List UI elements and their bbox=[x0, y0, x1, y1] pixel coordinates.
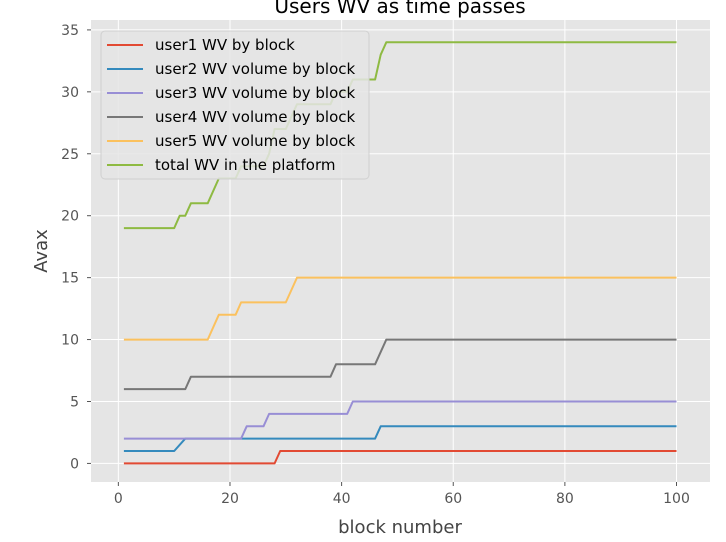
x-tick-label: 0 bbox=[114, 491, 123, 507]
series-line-5 bbox=[123, 276, 677, 341]
legend-label: user2 WV volume by block bbox=[155, 60, 356, 78]
y-tick-label: 15 bbox=[61, 271, 79, 287]
legend-label: user3 WV volume by block bbox=[155, 84, 356, 102]
y-axis-label: Avax bbox=[31, 229, 52, 273]
series-line-3 bbox=[123, 400, 677, 440]
legend-label: total WV in the platform bbox=[155, 156, 336, 174]
x-tick-label: 60 bbox=[444, 491, 462, 507]
x-axis-ticks: 0 20 40 60 80 100 bbox=[114, 482, 690, 507]
legend-label: user5 WV volume by block bbox=[155, 132, 356, 150]
y-tick-label: 5 bbox=[70, 394, 79, 410]
x-axis-label: block number bbox=[338, 517, 462, 538]
series-line-4 bbox=[123, 338, 677, 391]
y-tick-label: 25 bbox=[61, 147, 79, 163]
y-tick-label: 0 bbox=[70, 456, 79, 472]
x-tick-label: 20 bbox=[221, 491, 239, 507]
y-tick-label: 10 bbox=[61, 333, 79, 349]
x-tick-label: 100 bbox=[663, 491, 690, 507]
y-tick-label: 20 bbox=[61, 209, 79, 225]
legend-label: user1 WV by block bbox=[155, 36, 295, 54]
legend-box bbox=[100, 30, 370, 180]
legend: user1 WV by block user2 WV volume by bloc… bbox=[100, 30, 370, 180]
x-tick-label: 80 bbox=[556, 491, 574, 507]
x-tick-label: 40 bbox=[333, 491, 351, 507]
y-axis-ticks: 0 5 10 15 20 25 30 35 bbox=[61, 23, 91, 472]
legend-label: user4 WV volume by block bbox=[155, 108, 356, 126]
y-tick-label: 35 bbox=[61, 23, 79, 39]
y-tick-label: 30 bbox=[61, 85, 79, 101]
series-line-2 bbox=[123, 425, 677, 452]
series-line-1 bbox=[123, 450, 677, 465]
chart-title: Users WV as time passes bbox=[274, 0, 525, 18]
